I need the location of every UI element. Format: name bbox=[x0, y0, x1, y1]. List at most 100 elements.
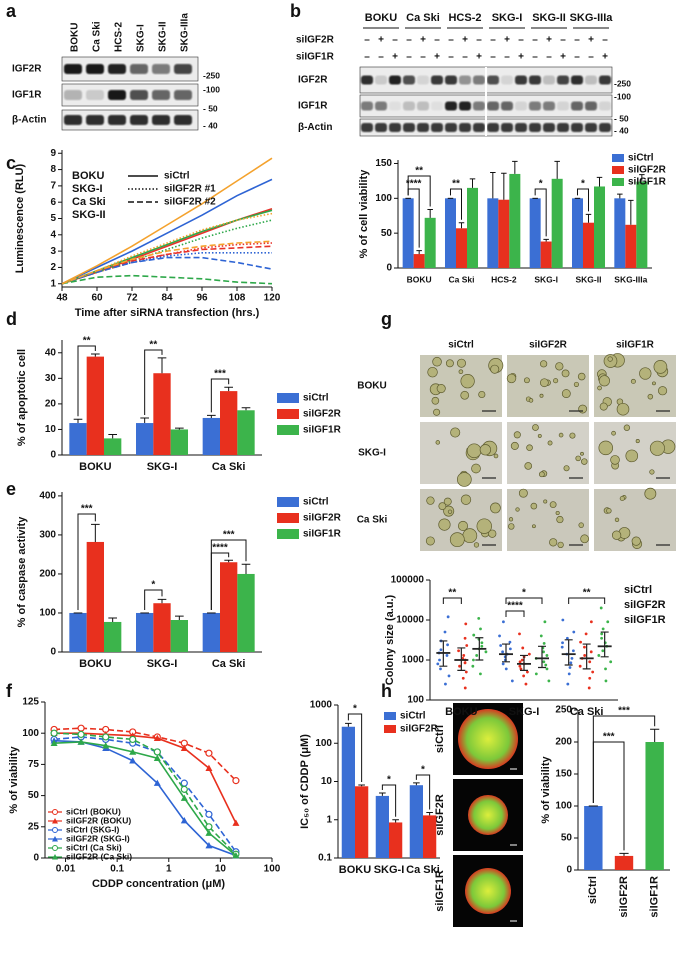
point bbox=[545, 667, 549, 671]
point bbox=[601, 649, 605, 653]
treatment-sign: – bbox=[518, 35, 524, 46]
point bbox=[572, 630, 576, 634]
colony bbox=[610, 455, 620, 465]
colony bbox=[606, 508, 612, 514]
point bbox=[520, 658, 524, 662]
significance-bracket bbox=[449, 188, 462, 220]
bar bbox=[341, 726, 355, 858]
significance-label: **** bbox=[212, 543, 228, 554]
point-marker bbox=[129, 748, 137, 755]
bar bbox=[487, 198, 499, 268]
y-tick-label: 1 bbox=[326, 814, 332, 825]
y-tick-label: 0 bbox=[386, 263, 392, 274]
blot-band bbox=[361, 75, 373, 85]
point bbox=[569, 661, 573, 665]
treatment-sign: + bbox=[602, 52, 608, 63]
point bbox=[463, 636, 467, 640]
blot-band bbox=[431, 123, 443, 132]
y-tick-label: 0 bbox=[50, 647, 56, 658]
point bbox=[501, 662, 505, 666]
point bbox=[547, 679, 551, 683]
y-tick-label: 9 bbox=[50, 148, 56, 159]
blot-band bbox=[130, 115, 148, 125]
legend-marker bbox=[52, 845, 58, 851]
y-tick-label: 8 bbox=[50, 164, 56, 175]
significance-label: *** bbox=[603, 732, 615, 743]
lane-label: HCS-2 bbox=[114, 22, 125, 52]
point-marker bbox=[77, 738, 85, 745]
colony bbox=[438, 502, 447, 511]
point bbox=[436, 662, 440, 666]
point bbox=[521, 646, 525, 650]
blot-band bbox=[501, 123, 513, 132]
colony bbox=[450, 427, 461, 438]
x-tick-label: SKG-I bbox=[374, 864, 405, 876]
row-label: siIGF2R bbox=[434, 794, 446, 836]
colony bbox=[652, 381, 656, 386]
y-tick-label: 3 bbox=[50, 246, 56, 257]
legend-label: siCtrl (Ca Ski) bbox=[66, 842, 122, 852]
point-marker bbox=[180, 744, 188, 751]
colony bbox=[518, 488, 528, 498]
bar bbox=[86, 541, 104, 652]
blot-band bbox=[86, 115, 104, 125]
y-tick-label: 100 bbox=[407, 695, 424, 706]
y-tick-label: 1000 bbox=[402, 655, 425, 666]
y-axis-label: % of cell viability bbox=[358, 169, 370, 259]
point bbox=[446, 643, 449, 647]
bar bbox=[402, 198, 414, 268]
x-tick-label: 48 bbox=[56, 293, 68, 304]
colony bbox=[540, 360, 548, 368]
treatment-sign: – bbox=[476, 35, 482, 46]
colony bbox=[555, 362, 564, 371]
blot-band bbox=[599, 75, 611, 85]
legend-label: Ca Ski bbox=[72, 196, 106, 208]
colony bbox=[466, 443, 482, 459]
point-marker bbox=[50, 729, 58, 737]
x-tick-label: BOKU bbox=[445, 706, 477, 718]
significance-label: *** bbox=[81, 504, 93, 515]
point bbox=[518, 664, 522, 668]
colony bbox=[553, 378, 559, 384]
error-bar bbox=[73, 418, 83, 424]
micrograph bbox=[507, 489, 589, 551]
error-bar bbox=[241, 563, 251, 574]
blot-band bbox=[431, 101, 443, 111]
blot-band bbox=[108, 90, 126, 100]
significance-bracket bbox=[77, 345, 96, 417]
y-axis-label: % of viability bbox=[8, 746, 20, 814]
whisker bbox=[502, 643, 510, 663]
y-tick-label: 0.1 bbox=[318, 853, 332, 864]
x-tick-label: Ca Ski bbox=[212, 658, 246, 670]
error-bar bbox=[140, 417, 149, 424]
bar bbox=[409, 785, 423, 858]
series-line bbox=[54, 736, 237, 853]
legend-swatch bbox=[612, 166, 624, 174]
significance-label: **** bbox=[406, 179, 422, 190]
blot-band bbox=[389, 75, 401, 85]
point bbox=[499, 644, 503, 647]
legend-label: siCtrl (SKG-I) bbox=[66, 824, 120, 834]
point bbox=[568, 666, 572, 669]
colony bbox=[556, 515, 564, 524]
legend-label: siCtrl bbox=[400, 711, 426, 722]
colony bbox=[539, 378, 549, 388]
point bbox=[609, 660, 613, 664]
colony bbox=[657, 386, 668, 396]
panel-label: h bbox=[381, 681, 392, 701]
point bbox=[502, 620, 505, 624]
significance-label: * bbox=[421, 765, 425, 776]
colony bbox=[580, 534, 589, 544]
legend-label: siIGF2R bbox=[303, 409, 342, 420]
colony bbox=[578, 404, 588, 414]
legend-label: siIGF1R bbox=[303, 529, 342, 540]
x-tick-label: BOKU bbox=[79, 658, 111, 670]
point bbox=[461, 676, 465, 680]
blot-band bbox=[585, 101, 597, 111]
y-tick-label: 25 bbox=[28, 821, 40, 832]
bar bbox=[69, 612, 87, 652]
significance-bracket bbox=[347, 713, 363, 782]
panel-label: e bbox=[6, 479, 16, 499]
point-marker bbox=[153, 779, 161, 786]
bar bbox=[551, 178, 563, 268]
